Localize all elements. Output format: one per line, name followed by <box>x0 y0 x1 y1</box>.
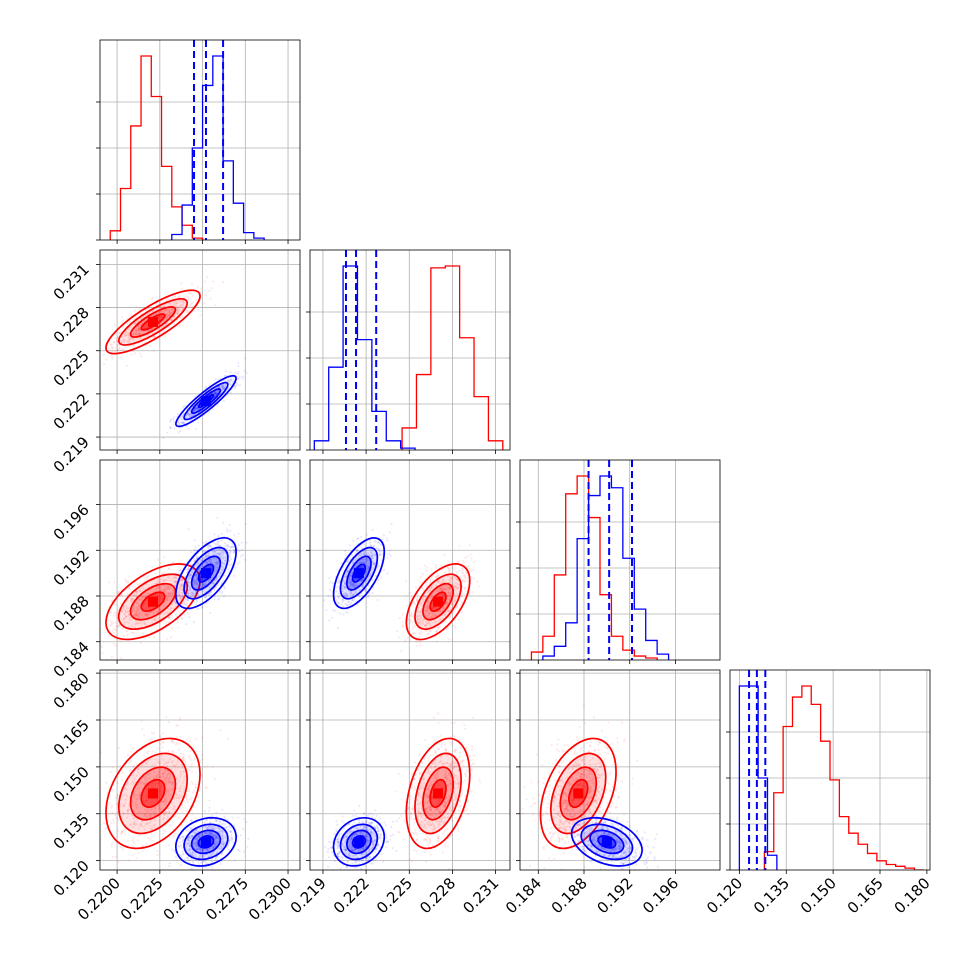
scatter-panel-3-1 <box>306 669 511 874</box>
histogram-series-0 <box>530 475 658 660</box>
panel-frame <box>309 459 511 661</box>
y-tick-label: 0.192 <box>50 546 93 589</box>
histogram-panel-2 <box>516 459 721 664</box>
contour-level-0 <box>175 537 237 610</box>
histogram-series-1 <box>171 55 265 240</box>
scatter-panel-3-2 <box>516 669 721 874</box>
histogram-panel-3 <box>726 669 931 874</box>
contour-level-0 <box>175 816 237 867</box>
x-tick-label: 0.180 <box>891 874 934 917</box>
histogram-series-1 <box>542 475 670 660</box>
x-tick-label: 0.2200 <box>74 874 124 924</box>
x-tick-label: 0.2275 <box>202 874 252 924</box>
x-tick-label: 0.165 <box>844 874 887 917</box>
density-peak <box>433 788 444 799</box>
panel-frame <box>519 669 721 871</box>
y-tick-label: 0.196 <box>50 501 93 544</box>
x-tick-label: 0.222 <box>330 874 373 917</box>
contour-level-0 <box>105 563 201 641</box>
density-peak <box>147 788 158 799</box>
panel-frame <box>729 669 931 871</box>
x-tick-label: 0.150 <box>797 874 840 917</box>
x-tick-label: 0.2225 <box>117 874 167 924</box>
x-tick-label: 0.228 <box>416 874 459 917</box>
density-peak <box>147 596 158 607</box>
panel-frame <box>99 459 301 661</box>
y-tick-label: 0.228 <box>50 304 93 347</box>
contour-level-0 <box>332 537 386 610</box>
contour-level-0 <box>332 816 386 867</box>
contour-level-0 <box>105 737 201 850</box>
histogram-panel-1 <box>306 249 511 454</box>
panel-frame <box>309 249 511 451</box>
contour-level-0 <box>405 563 471 641</box>
y-tick-label: 0.165 <box>50 716 93 759</box>
y-tick-label: 0.219 <box>50 433 93 476</box>
panel-frame <box>519 459 721 661</box>
y-tick-label: 0.225 <box>50 347 93 390</box>
density-peak <box>353 568 364 579</box>
x-tick-label: 0.231 <box>459 874 502 917</box>
x-tick-label: 0.196 <box>639 874 682 917</box>
x-tick-label: 0.120 <box>703 874 746 917</box>
scatter-panel-3-0 <box>96 669 301 874</box>
y-tick-label: 0.188 <box>50 592 93 635</box>
density-peak <box>200 836 211 847</box>
density-peak <box>601 836 612 847</box>
histogram-series-0 <box>401 265 504 450</box>
histogram-panel-0 <box>96 39 301 244</box>
x-tick-label: 0.219 <box>287 874 330 917</box>
x-tick-label: 0.192 <box>593 874 636 917</box>
x-tick-label: 0.188 <box>548 874 591 917</box>
density-peak <box>433 596 444 607</box>
y-tick-label: 0.231 <box>50 260 93 303</box>
density-peak <box>200 396 211 407</box>
contour-level-0 <box>175 374 237 428</box>
panel-frame <box>99 249 301 451</box>
contour-level-0 <box>405 737 471 850</box>
histogram-series-1 <box>738 685 778 870</box>
density-peak <box>147 316 158 327</box>
histogram-series-0 <box>109 55 204 240</box>
y-tick-label: 0.184 <box>50 638 93 681</box>
y-tick-label: 0.222 <box>50 390 93 433</box>
density-peak <box>573 788 584 799</box>
histogram-series-1 <box>313 265 416 450</box>
x-tick-label: 0.2250 <box>160 874 210 924</box>
density-peak <box>200 568 211 579</box>
contour-level-0 <box>570 816 643 867</box>
scatter-panel-2-0 <box>96 459 301 664</box>
y-tick-label: 0.135 <box>50 810 93 853</box>
contour-level-0 <box>105 289 201 355</box>
x-tick-label: 0.184 <box>502 874 545 917</box>
panel-frame <box>99 39 301 241</box>
x-tick-label: 0.135 <box>750 874 793 917</box>
scatter-panel-1-0 <box>96 249 301 454</box>
panel-frame <box>309 669 511 871</box>
x-tick-label: 0.225 <box>373 874 416 917</box>
histogram-series-0 <box>763 685 924 870</box>
contour-level-0 <box>539 737 617 850</box>
y-tick-label: 0.120 <box>50 857 93 900</box>
density-peak <box>353 836 364 847</box>
y-tick-label: 0.150 <box>50 763 93 806</box>
x-tick-label: 0.2300 <box>245 874 295 924</box>
panel-frame <box>99 669 301 871</box>
scatter-panel-2-1 <box>306 459 511 664</box>
